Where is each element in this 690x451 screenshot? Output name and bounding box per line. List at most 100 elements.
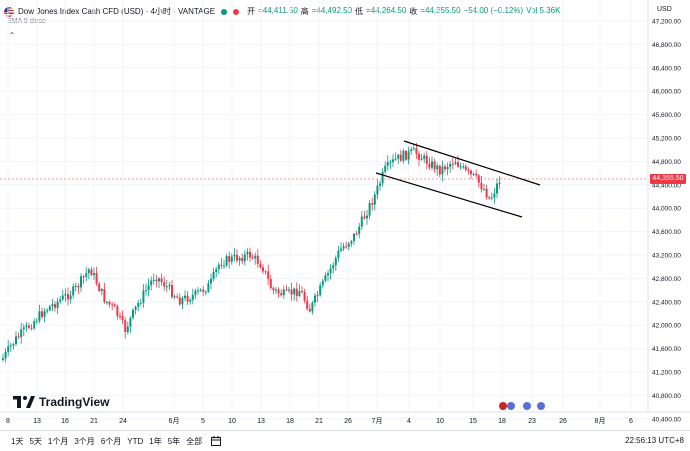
candle-body: [59, 299, 62, 302]
range-5d-button[interactable]: 5天: [29, 436, 42, 446]
candle-body: [147, 285, 150, 290]
candle-body: [134, 306, 137, 310]
symbol-title[interactable]: Dow Jones Index Cash CFD (USD) · 4小时 · V…: [18, 7, 216, 16]
range-ytd-button[interactable]: YTD: [127, 436, 144, 446]
candle-body: [51, 304, 54, 307]
range-3m-button[interactable]: 3个月: [74, 436, 95, 446]
candle-body: [342, 246, 345, 249]
tradingview-watermark[interactable]: TradingView: [13, 395, 109, 409]
economic-event-icon[interactable]: [523, 402, 531, 410]
candle-body: [438, 165, 441, 175]
candle-body: [490, 197, 493, 199]
collapse-legend-icon[interactable]: ⌃: [8, 31, 16, 40]
candle-body: [277, 289, 280, 294]
candle-body: [366, 215, 368, 219]
candle-body: [17, 336, 20, 338]
time-tick-label: 13: [257, 418, 265, 425]
candle-body: [441, 166, 444, 175]
price-tick-label: 41,600.00: [652, 346, 681, 353]
candle-body: [311, 302, 314, 312]
candle-body: [129, 317, 132, 327]
clock-timezone[interactable]: 22:56:13 UTC+8: [625, 436, 684, 445]
candle-body: [262, 267, 264, 272]
time-tick-label: 10: [436, 418, 444, 425]
price-axis[interactable]: 47,200.00 46,800.00 46,400.00 46,000.00 45,6…: [652, 19, 681, 424]
candle-body: [368, 203, 371, 216]
candle-body: [355, 233, 358, 235]
candle-body: [194, 290, 197, 295]
candle-body: [329, 268, 332, 274]
economic-event-icon[interactable]: [537, 402, 545, 410]
economic-event-icon[interactable]: [507, 402, 515, 410]
price-tick-label: 40,400.00: [652, 416, 681, 423]
time-tick-label: 26: [559, 418, 567, 425]
economic-event-icon[interactable]: [499, 402, 507, 410]
price-tick-label: 42,400.00: [652, 299, 681, 306]
price-chart[interactable]: 47,200.00 46,800.00 46,400.00 46,000.00 45,6…: [0, 0, 690, 430]
price-tick-label: 47,200.00: [652, 19, 681, 26]
close-label: 收: [409, 7, 418, 16]
range-1y-button[interactable]: 1年: [149, 436, 162, 446]
time-tick-label: 21: [315, 418, 323, 425]
candle-body: [72, 286, 75, 296]
candle-body: [126, 326, 129, 332]
candle-body: [295, 288, 298, 297]
range-6m-button[interactable]: 6个月: [100, 436, 122, 446]
candle-body: [498, 182, 501, 184]
candle-body: [285, 289, 288, 291]
candle-body: [93, 273, 95, 275]
time-tick-label: 21: [90, 418, 98, 425]
channel-lower-trendline[interactable]: [375, 172, 523, 218]
candle-body: [168, 284, 171, 287]
calendar-icon[interactable]: [211, 436, 222, 446]
candle-body: [394, 158, 397, 160]
currency-label: USD: [657, 6, 672, 13]
candle-body: [82, 276, 85, 278]
candle-body: [423, 155, 426, 159]
candle-body: [121, 316, 124, 321]
candle-body: [116, 306, 119, 317]
candle-body: [98, 283, 101, 291]
candle-body: [345, 246, 348, 248]
price-tick-label: 40,800.00: [652, 393, 681, 400]
candle-body: [108, 301, 111, 305]
candle-body: [246, 251, 249, 255]
candle-body: [353, 233, 355, 242]
candle-body: [233, 254, 236, 257]
event-flags[interactable]: [499, 402, 545, 410]
candle-body: [46, 310, 49, 312]
candle-body: [418, 153, 420, 160]
price-tick-label: 43,200.00: [652, 253, 681, 260]
candle-body: [145, 289, 147, 291]
candle-body: [425, 155, 428, 164]
range-5y-button[interactable]: 5年: [167, 436, 181, 446]
channel-upper-trendline[interactable]: [403, 140, 541, 186]
candle-body: [371, 203, 374, 205]
candle-body: [290, 289, 293, 295]
candle-body: [137, 302, 140, 307]
range-1d-button[interactable]: 1天: [11, 436, 24, 446]
time-tick-label: 8月: [595, 417, 606, 425]
candle-body: [462, 166, 465, 168]
candle-body: [238, 257, 241, 261]
candle-body: [392, 159, 394, 163]
candle-body: [41, 311, 43, 317]
candle-body: [176, 296, 179, 298]
price-tick-label: 42,000.00: [652, 323, 681, 330]
range-all-button[interactable]: 全部: [186, 436, 203, 446]
candle-body: [376, 185, 379, 195]
candle-body: [436, 165, 439, 170]
volume-value: Vol 5.36K: [526, 6, 561, 15]
range-1m-button[interactable]: 1个月: [47, 436, 69, 446]
candle-body: [207, 283, 210, 292]
candle-body: [373, 194, 376, 205]
candle-body: [405, 150, 407, 160]
candle-body: [488, 197, 491, 199]
price-tick-label: 46,000.00: [652, 89, 681, 96]
candle-body: [467, 169, 470, 171]
time-tick-label: 6月: [169, 417, 180, 425]
us-flag-icon: [4, 6, 14, 17]
time-axis[interactable]: 8 13 16 21 24 6月 5 10 13 18 21 26 7月 4 10 15 18 23 26 8月 6: [6, 417, 633, 425]
candle-body: [181, 298, 184, 305]
candle-body: [316, 295, 319, 297]
